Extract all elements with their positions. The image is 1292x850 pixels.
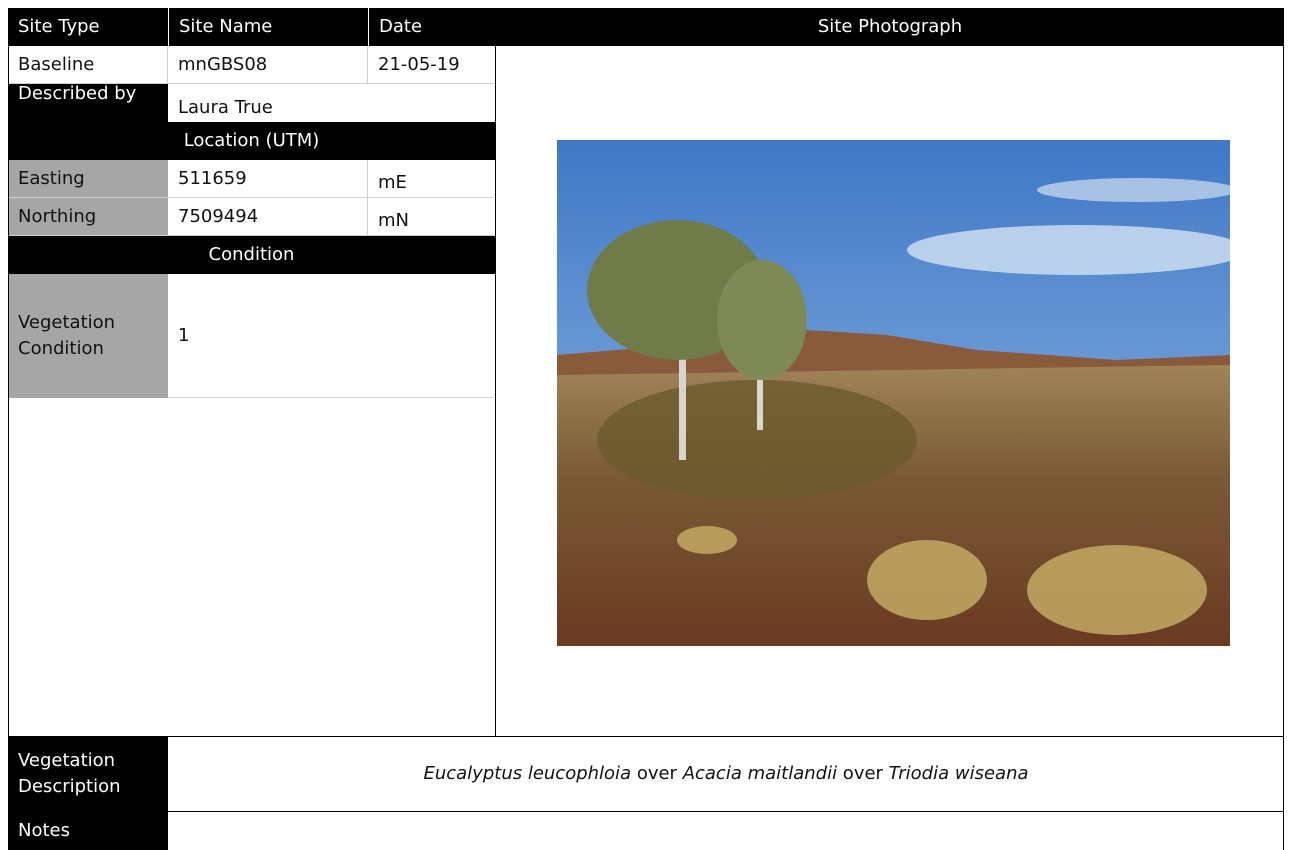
cell: 21-05-19 bbox=[368, 46, 495, 84]
rule bbox=[1283, 8, 1284, 850]
description-cell: Eucalyptus leucophloia over Acacia maitl… bbox=[168, 736, 1284, 811]
cell: Laura True bbox=[178, 97, 273, 118]
header-cell: Site Photograph bbox=[495, 8, 1284, 46]
cell: 7509494 bbox=[168, 198, 368, 236]
header-cell: Date bbox=[368, 8, 495, 46]
section-header: Location (UTM) bbox=[8, 122, 495, 160]
cell: Baseline bbox=[8, 46, 168, 84]
connector: over bbox=[837, 762, 889, 784]
label-cell: Vegetation Condition bbox=[8, 274, 168, 398]
description-text: Eucalyptus leucophloia over Acacia maitl… bbox=[423, 762, 1029, 784]
site-photo bbox=[557, 140, 1230, 646]
cell: mE bbox=[368, 160, 495, 198]
species-name: Triodia wiseana bbox=[888, 762, 1029, 784]
label-cell: Easting bbox=[8, 160, 168, 198]
species-name: Eucalyptus leucophloia bbox=[423, 762, 632, 784]
cell: mnGBS08 bbox=[168, 46, 368, 84]
label-cell: Northing bbox=[8, 198, 168, 236]
species-name: Acacia maitlandii bbox=[682, 762, 838, 784]
label-cell: Notes bbox=[8, 811, 168, 850]
rule bbox=[8, 8, 9, 850]
cell: 511659 bbox=[168, 160, 368, 198]
cell: 1 bbox=[168, 274, 495, 398]
rule bbox=[495, 8, 496, 736]
label-cell: Vegetation Description bbox=[8, 736, 168, 811]
cell: mN bbox=[368, 198, 495, 236]
header-cell: Site Name bbox=[168, 8, 368, 46]
label-cell: Described by bbox=[8, 84, 168, 122]
connector: over bbox=[631, 762, 683, 784]
header-cell: Site Type bbox=[8, 8, 168, 46]
rule bbox=[8, 736, 1284, 737]
section-header: Condition bbox=[8, 236, 495, 274]
rule bbox=[168, 811, 1284, 812]
